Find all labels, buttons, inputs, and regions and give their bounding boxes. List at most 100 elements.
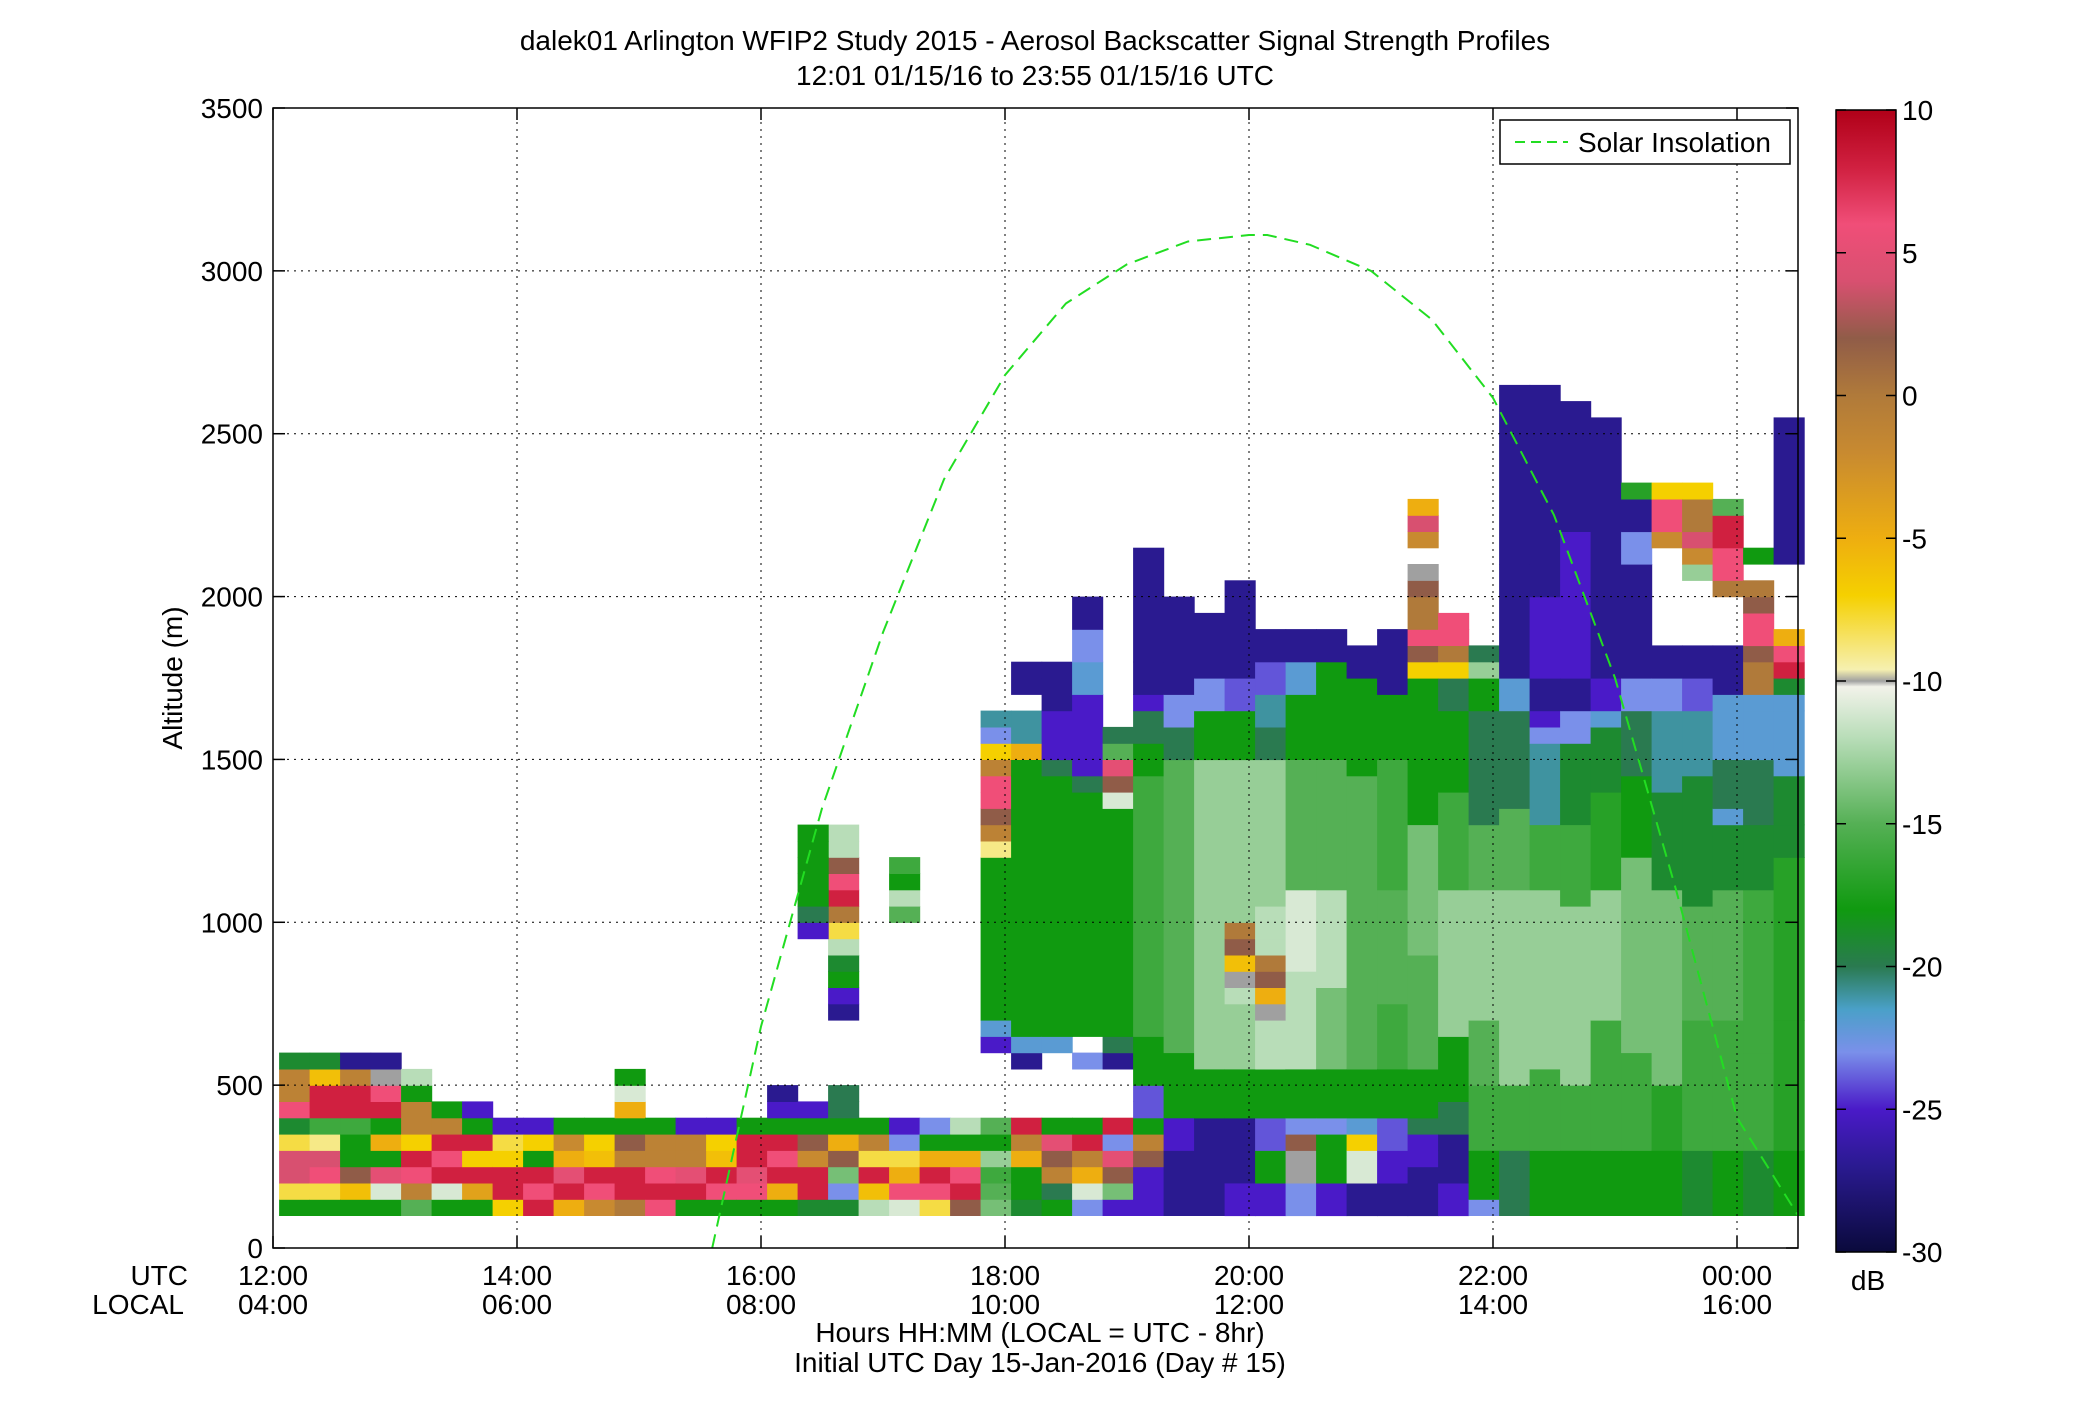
backscatter-cell bbox=[797, 824, 829, 842]
backscatter-cell bbox=[919, 1182, 951, 1200]
backscatter-cell bbox=[1285, 889, 1317, 972]
backscatter-cell bbox=[1712, 1150, 1744, 1216]
backscatter-cell bbox=[1682, 482, 1714, 500]
backscatter-cell bbox=[1102, 1182, 1134, 1200]
chart-title: dalek01 Arlington WFIP2 Study 2015 - Aer… bbox=[520, 25, 1550, 56]
x-tick-label-local: 16:00 bbox=[1702, 1289, 1772, 1320]
backscatter-cell bbox=[1133, 1101, 1165, 1119]
backscatter-cell bbox=[980, 1199, 1012, 1216]
backscatter-cell bbox=[1224, 1068, 1256, 1119]
backscatter-cell bbox=[1407, 954, 1439, 1070]
backscatter-cell bbox=[1407, 661, 1439, 679]
backscatter-cell bbox=[340, 1199, 372, 1216]
backscatter-cell bbox=[889, 889, 921, 907]
backscatter-cell bbox=[370, 1182, 402, 1200]
backscatter-cell bbox=[1468, 645, 1500, 663]
backscatter-cell bbox=[1224, 971, 1256, 988]
backscatter-cell bbox=[1041, 1134, 1073, 1151]
backscatter-cell bbox=[1651, 1085, 1683, 1151]
backscatter-cell bbox=[431, 1166, 463, 1184]
backscatter-cell bbox=[370, 1085, 402, 1102]
x-tick-label-utc: 16:00 bbox=[726, 1260, 796, 1291]
backscatter-cell bbox=[1377, 889, 1409, 1005]
chart-subtitle: 12:01 01/15/16 to 23:55 01/15/16 UTC bbox=[796, 60, 1274, 91]
backscatter-cell bbox=[828, 954, 860, 972]
backscatter-cell bbox=[279, 1068, 311, 1086]
backscatter-cell bbox=[1499, 1085, 1531, 1151]
backscatter-cell bbox=[492, 1134, 524, 1151]
backscatter-cell bbox=[736, 1166, 768, 1184]
axis-ticks bbox=[272, 107, 1798, 1249]
backscatter-cell bbox=[828, 1150, 860, 1168]
backscatter-cell bbox=[584, 1199, 616, 1216]
backscatter-cell bbox=[767, 1150, 799, 1168]
backscatter-cell bbox=[1743, 889, 1775, 1054]
legend-box bbox=[1499, 119, 1791, 165]
backscatter-cell bbox=[1133, 710, 1165, 744]
backscatter-cell bbox=[1407, 629, 1439, 646]
backscatter-cell bbox=[1712, 694, 1744, 760]
backscatter-cell bbox=[1499, 564, 1531, 663]
backscatter-cell bbox=[584, 1117, 616, 1135]
backscatter-cell bbox=[1346, 1150, 1378, 1184]
colorbar-unit-label: dB bbox=[1851, 1265, 1885, 1296]
backscatter-cell bbox=[1255, 694, 1287, 728]
backscatter-cell bbox=[431, 1199, 463, 1216]
backscatter-cell bbox=[1285, 759, 1317, 891]
backscatter-cell bbox=[1438, 1101, 1470, 1135]
backscatter-cell bbox=[1255, 1182, 1287, 1217]
backscatter-cell bbox=[1102, 1199, 1134, 1216]
backscatter-cell bbox=[980, 1117, 1012, 1135]
backscatter-cell bbox=[1285, 1068, 1317, 1119]
backscatter-cell bbox=[797, 1182, 829, 1200]
x-tick-label-local: 06:00 bbox=[482, 1289, 552, 1320]
backscatter-cell bbox=[1560, 1085, 1592, 1151]
backscatter-cell bbox=[980, 1166, 1012, 1184]
backscatter-cell bbox=[1133, 1166, 1165, 1184]
backscatter-cell bbox=[797, 1134, 829, 1151]
backscatter-cell bbox=[401, 1101, 433, 1119]
backscatter-cell bbox=[1346, 678, 1378, 744]
backscatter-cell bbox=[1407, 1182, 1439, 1217]
backscatter-cell bbox=[675, 1166, 707, 1184]
backscatter-cell bbox=[1255, 1003, 1287, 1021]
backscatter-cell bbox=[309, 1052, 341, 1070]
backscatter-cell bbox=[950, 1182, 982, 1200]
backscatter-cell bbox=[889, 1134, 921, 1151]
x-tick-label-local: 12:00 bbox=[1214, 1289, 1284, 1320]
backscatter-cell bbox=[889, 1182, 921, 1200]
backscatter-cell bbox=[1773, 629, 1805, 646]
backscatter-cell bbox=[858, 1150, 890, 1168]
backscatter-cell bbox=[1133, 1182, 1165, 1200]
backscatter-cell bbox=[1224, 1003, 1256, 1070]
backscatter-cell bbox=[584, 1166, 616, 1184]
backscatter-cell bbox=[1316, 1134, 1348, 1151]
backscatter-cell bbox=[1102, 759, 1134, 777]
backscatter-cell bbox=[1712, 547, 1744, 581]
backscatter-cell bbox=[1255, 629, 1287, 663]
backscatter-cell bbox=[1194, 612, 1226, 679]
colorbar-tick-label: -10 bbox=[1902, 666, 1942, 697]
backscatter-cell bbox=[1133, 661, 1165, 695]
backscatter-cell bbox=[1621, 482, 1653, 500]
backscatter-cell bbox=[1102, 792, 1134, 809]
backscatter-cell bbox=[523, 1182, 555, 1200]
backscatter-cell bbox=[736, 1182, 768, 1200]
backscatter-cell bbox=[1560, 710, 1592, 744]
backscatter-cell bbox=[553, 1166, 585, 1184]
backscatter-cell bbox=[1163, 694, 1195, 728]
backscatter-cell bbox=[736, 1199, 768, 1216]
backscatter-cell bbox=[492, 1182, 524, 1200]
backscatter-cell bbox=[401, 1182, 433, 1200]
backscatter-cell bbox=[523, 1199, 555, 1216]
x-tick-label-local: 14:00 bbox=[1458, 1289, 1528, 1320]
backscatter-cell bbox=[279, 1085, 311, 1102]
backscatter-cell bbox=[797, 857, 829, 874]
plot-frame bbox=[272, 107, 1799, 1249]
x-tick-label-utc: 00:00 bbox=[1702, 1260, 1772, 1291]
backscatter-cell bbox=[553, 1150, 585, 1168]
backscatter-cell bbox=[828, 906, 860, 923]
backscatter-cell bbox=[1499, 889, 1531, 1086]
backscatter-cell bbox=[370, 1052, 402, 1070]
y-tick-labels: 0 500 1000 1500 2000 2500 3000 3500 bbox=[201, 93, 263, 1264]
